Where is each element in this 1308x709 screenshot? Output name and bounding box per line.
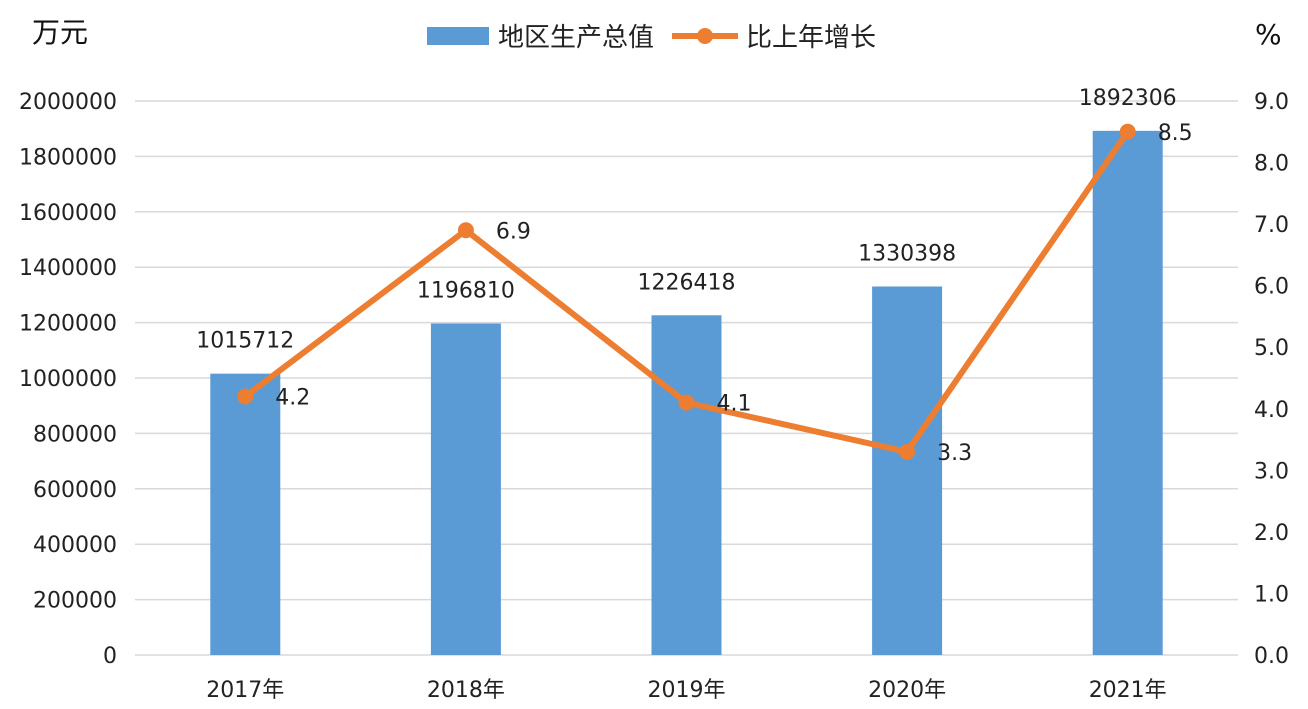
y-left-tick-label: 200000 xyxy=(33,589,117,614)
y-left-tick-label: 600000 xyxy=(33,478,117,503)
bar xyxy=(651,315,722,655)
y-right-tick-label: 8.0 xyxy=(1254,152,1289,177)
y-left-tick-label: 2000000 xyxy=(19,90,117,115)
y-right-tick-label: 1.0 xyxy=(1254,582,1289,607)
bar-data-label: 1015712 xyxy=(196,329,294,354)
x-tick-label: 2020年 xyxy=(868,678,946,703)
y-left-tick-label: 1400000 xyxy=(19,256,117,281)
y-right-tick-label: 3.0 xyxy=(1254,459,1289,484)
x-tick-label: 2017年 xyxy=(206,678,284,703)
x-tick-label: 2021年 xyxy=(1089,678,1167,703)
bar xyxy=(1092,130,1163,655)
y-right-tick-label: 7.0 xyxy=(1254,213,1289,238)
line-data-label: 6.9 xyxy=(496,219,531,244)
legend-line-label: 比上年增长 xyxy=(746,23,876,53)
bar xyxy=(430,323,501,655)
line-data-label: 4.1 xyxy=(717,392,752,417)
y-left-tick-label: 1000000 xyxy=(19,367,117,392)
line-data-label: 4.2 xyxy=(275,385,310,410)
bar-data-label: 1892306 xyxy=(1079,86,1177,111)
x-tick-label: 2019年 xyxy=(648,678,726,703)
line-point xyxy=(899,443,916,460)
y-left-tick-label: 0 xyxy=(103,644,117,669)
bar xyxy=(872,286,943,655)
x-tick-label: 2018年 xyxy=(427,678,505,703)
line-data-label: 8.5 xyxy=(1158,121,1193,146)
legend: 地区生产总值 比上年增长 xyxy=(427,23,876,53)
y-left-tick-label: 800000 xyxy=(33,422,117,447)
left-axis-unit: 万元 xyxy=(32,16,88,49)
y-right-tick-label: 2.0 xyxy=(1254,521,1289,546)
bar-data-label: 1330398 xyxy=(858,241,956,266)
y-left-tick-label: 1600000 xyxy=(19,201,117,226)
y-right-tick-label: 4.0 xyxy=(1254,398,1289,423)
y-left-tick-label: 400000 xyxy=(33,533,117,558)
y-right-tick-label: 5.0 xyxy=(1254,336,1289,361)
bar-data-label: 1196810 xyxy=(417,278,515,303)
bar xyxy=(210,373,281,655)
y-right-tick-label: 0.0 xyxy=(1254,644,1289,669)
y-left-tick-label: 1200000 xyxy=(19,312,117,337)
line-point xyxy=(678,394,695,411)
line-point xyxy=(1119,123,1136,140)
y-left-tick-label: 1800000 xyxy=(19,145,117,170)
line-point xyxy=(457,222,474,239)
right-axis-unit: % xyxy=(1255,18,1282,51)
legend-bar-label: 地区生产总值 xyxy=(498,23,654,53)
line-data-label: 3.3 xyxy=(937,441,972,466)
bar-data-label: 1226418 xyxy=(638,270,736,295)
legend-bar-swatch xyxy=(427,27,489,45)
line-point xyxy=(237,388,254,405)
y-right-tick-label: 6.0 xyxy=(1254,275,1289,300)
y-right-tick-label: 9.0 xyxy=(1254,90,1289,115)
legend-line-marker xyxy=(697,28,713,44)
